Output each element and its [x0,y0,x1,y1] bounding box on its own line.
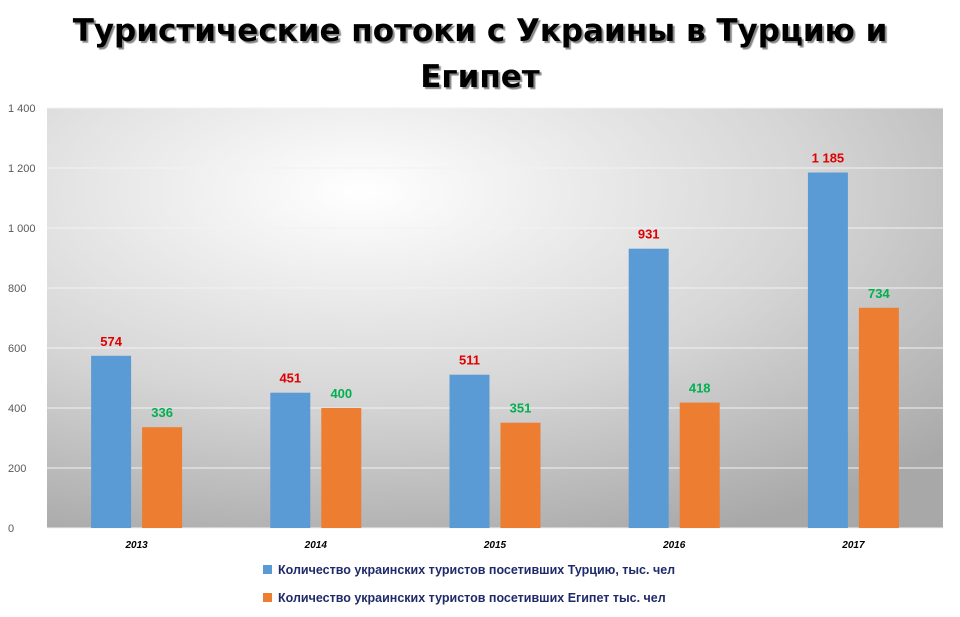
y-tick-label: 1 000 [8,223,36,235]
y-tick-label: 800 [8,283,26,295]
y-tick-label: 0 [8,523,14,535]
x-tick-label: 2016 [662,540,686,551]
y-tick-label: 600 [8,343,26,355]
bar-egypt-2014 [321,408,362,528]
bar-turkey-2015 [449,374,490,528]
plot-area [47,108,943,528]
data-label: 351 [510,401,532,416]
chart-title: Туристические потоки с Украины в Турцию … [0,8,960,100]
data-label: 931 [638,227,660,242]
bar-turkey-2014 [270,392,311,528]
data-label: 574 [100,334,122,349]
x-tick-label: 2015 [483,540,507,551]
legend-label-egypt: Количество украинских туристов посетивши… [278,591,666,605]
data-label: 336 [151,405,173,420]
data-label: 418 [689,381,711,396]
legend-item-turkey: Количество украинских туристов посетивши… [263,563,675,577]
bar-turkey-2016 [628,248,669,528]
bar-egypt-2016 [679,402,720,528]
x-tick-label: 2013 [124,540,148,551]
legend-swatch-turkey [263,565,272,574]
x-tick-label: 2014 [304,540,328,551]
legend-item-egypt: Количество украинских туристов посетивши… [263,591,666,605]
y-tick-label: 200 [8,463,26,475]
y-tick-label: 1 400 [8,103,36,115]
data-label: 400 [330,386,352,401]
y-tick-label: 400 [8,403,26,415]
x-tick-label: 2017 [841,540,865,551]
chart-title-line1: Туристические потоки с Украины в Турцию … [72,13,888,49]
y-tick-label: 1 200 [8,163,36,175]
data-label: 511 [459,353,480,368]
data-label: 451 [279,371,301,386]
bar-egypt-2015 [500,422,541,528]
bar-egypt-2013 [142,427,183,528]
bar-turkey-2017 [807,172,848,528]
data-label: 1 185 [812,151,845,166]
bar-egypt-2017 [858,307,899,528]
legend-swatch-egypt [263,593,272,602]
chart-title-line2: Египет [420,59,540,95]
bar-turkey-2013 [91,355,132,528]
data-label: 734 [868,286,890,301]
legend-label-turkey: Количество украинских туристов посетивши… [278,563,676,577]
